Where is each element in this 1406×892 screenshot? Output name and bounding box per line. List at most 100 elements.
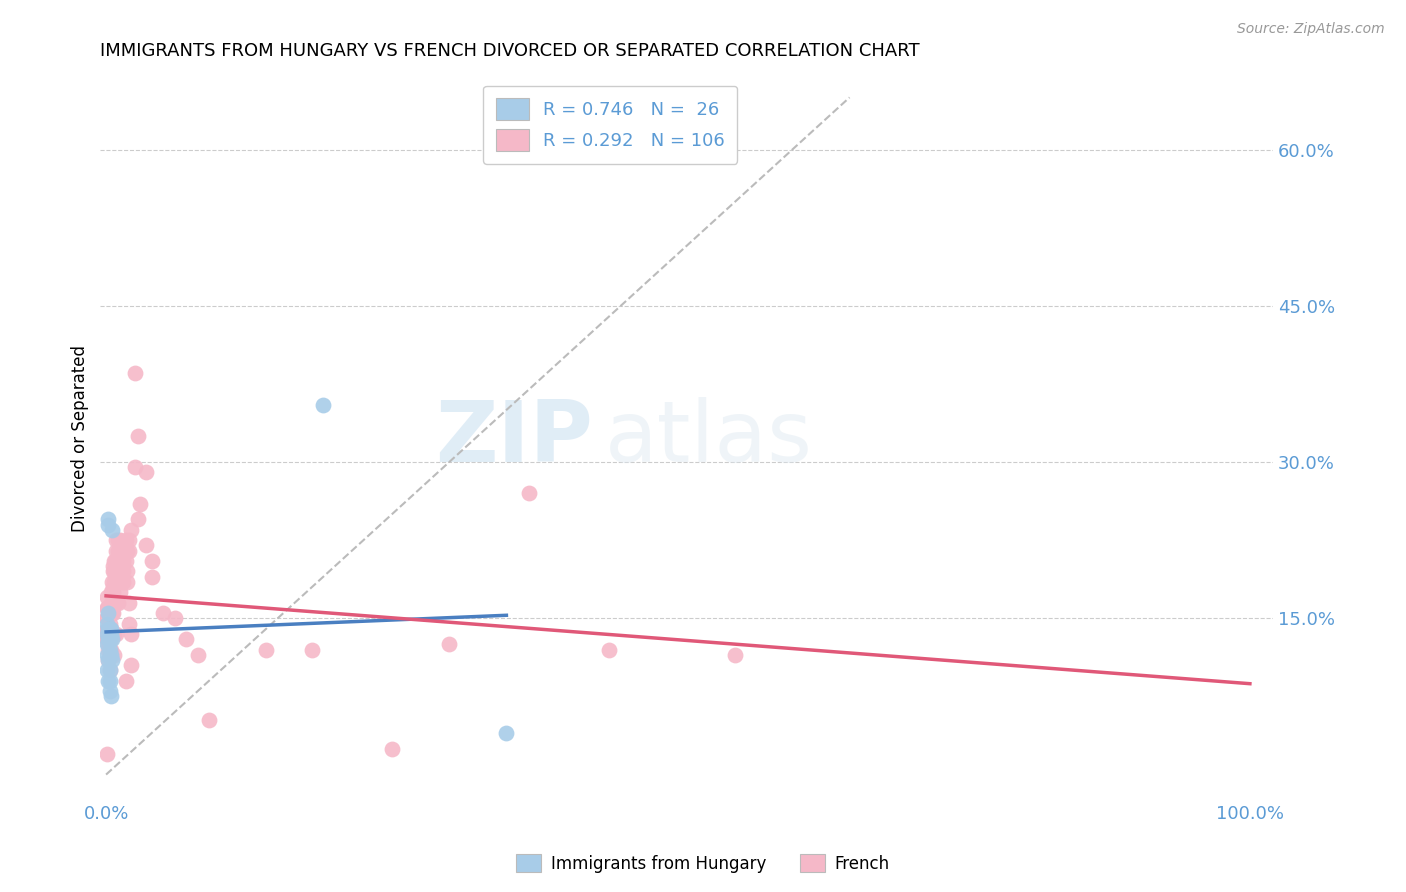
Point [101, 580, 124, 594]
Point [381, 741, 404, 756]
Point [439, 637, 461, 651]
Point [96, 622, 118, 636]
Point [100, 648, 122, 662]
Point [103, 596, 125, 610]
Text: Source: ZipAtlas.com: Source: ZipAtlas.com [1237, 22, 1385, 37]
Legend: R = 0.746   N =  26, R = 0.292   N = 106: R = 0.746 N = 26, R = 0.292 N = 106 [484, 86, 737, 164]
Point [98, 673, 121, 688]
Point [100, 648, 122, 662]
Point [120, 627, 142, 641]
Point [98, 664, 121, 678]
Point [96, 611, 118, 625]
Point [97, 642, 120, 657]
Point [112, 565, 135, 579]
Point [495, 726, 517, 740]
Point [118, 543, 141, 558]
Point [100, 596, 122, 610]
Point [135, 538, 157, 552]
Point [101, 653, 124, 667]
Point [103, 554, 125, 568]
Point [96, 664, 118, 678]
Point [98, 632, 121, 647]
Point [101, 585, 124, 599]
Point [101, 606, 124, 620]
Point [101, 523, 124, 537]
Point [108, 543, 131, 558]
Point [100, 642, 122, 657]
Point [97, 512, 120, 526]
Point [96, 622, 118, 636]
Point [105, 533, 128, 548]
Text: atlas: atlas [605, 397, 813, 480]
Point [96, 632, 118, 647]
Point [118, 596, 141, 610]
Point [135, 466, 157, 480]
Point [163, 611, 186, 625]
Text: IMMIGRANTS FROM HUNGARY VS FRENCH DIVORCED OR SEPARATED CORRELATION CHART: IMMIGRANTS FROM HUNGARY VS FRENCH DIVORC… [100, 42, 920, 60]
Point [101, 632, 124, 647]
Point [127, 429, 149, 443]
Point [198, 714, 221, 728]
Point [114, 554, 136, 568]
Point [105, 596, 128, 610]
Point [97, 606, 120, 620]
Text: ZIP: ZIP [434, 397, 593, 480]
Point [118, 533, 141, 548]
Point [103, 648, 125, 662]
Point [101, 565, 124, 579]
Point [96, 591, 118, 605]
Point [97, 653, 120, 667]
Point [98, 648, 121, 662]
Point [301, 642, 323, 657]
Point [103, 574, 125, 589]
Point [103, 627, 125, 641]
Point [101, 627, 124, 641]
Point [98, 622, 121, 636]
Point [141, 554, 163, 568]
Point [96, 600, 118, 615]
Point [124, 460, 146, 475]
Point [97, 517, 120, 532]
Point [100, 627, 122, 641]
Legend: Immigrants from Hungary, French: Immigrants from Hungary, French [509, 847, 897, 880]
Point [107, 565, 129, 579]
Point [97, 622, 120, 636]
Point [98, 616, 121, 631]
Point [96, 627, 118, 641]
Point [107, 533, 129, 548]
Point [124, 367, 146, 381]
Point [98, 627, 121, 641]
Point [101, 606, 124, 620]
Point [100, 627, 122, 641]
Point [101, 585, 124, 599]
Point [115, 574, 138, 589]
Point [96, 611, 118, 625]
Point [187, 648, 209, 662]
Point [152, 606, 174, 620]
Y-axis label: Divorced or Separated: Divorced or Separated [72, 345, 89, 533]
Point [98, 606, 121, 620]
Point [107, 543, 129, 558]
Point [96, 632, 118, 647]
Point [108, 554, 131, 568]
Point [127, 512, 149, 526]
Point [107, 596, 129, 610]
Point [96, 648, 118, 662]
Point [105, 543, 128, 558]
Point [96, 637, 118, 651]
Point [174, 632, 197, 647]
Point [114, 533, 136, 548]
Point [101, 574, 124, 589]
Point [96, 611, 118, 625]
Point [141, 569, 163, 583]
Point [96, 747, 118, 761]
Point [96, 616, 118, 631]
Point [96, 600, 118, 615]
Point [97, 606, 120, 620]
Point [98, 664, 121, 678]
Point [108, 585, 131, 599]
Point [120, 658, 142, 673]
Point [97, 653, 120, 667]
Point [312, 398, 335, 412]
Point [98, 642, 121, 657]
